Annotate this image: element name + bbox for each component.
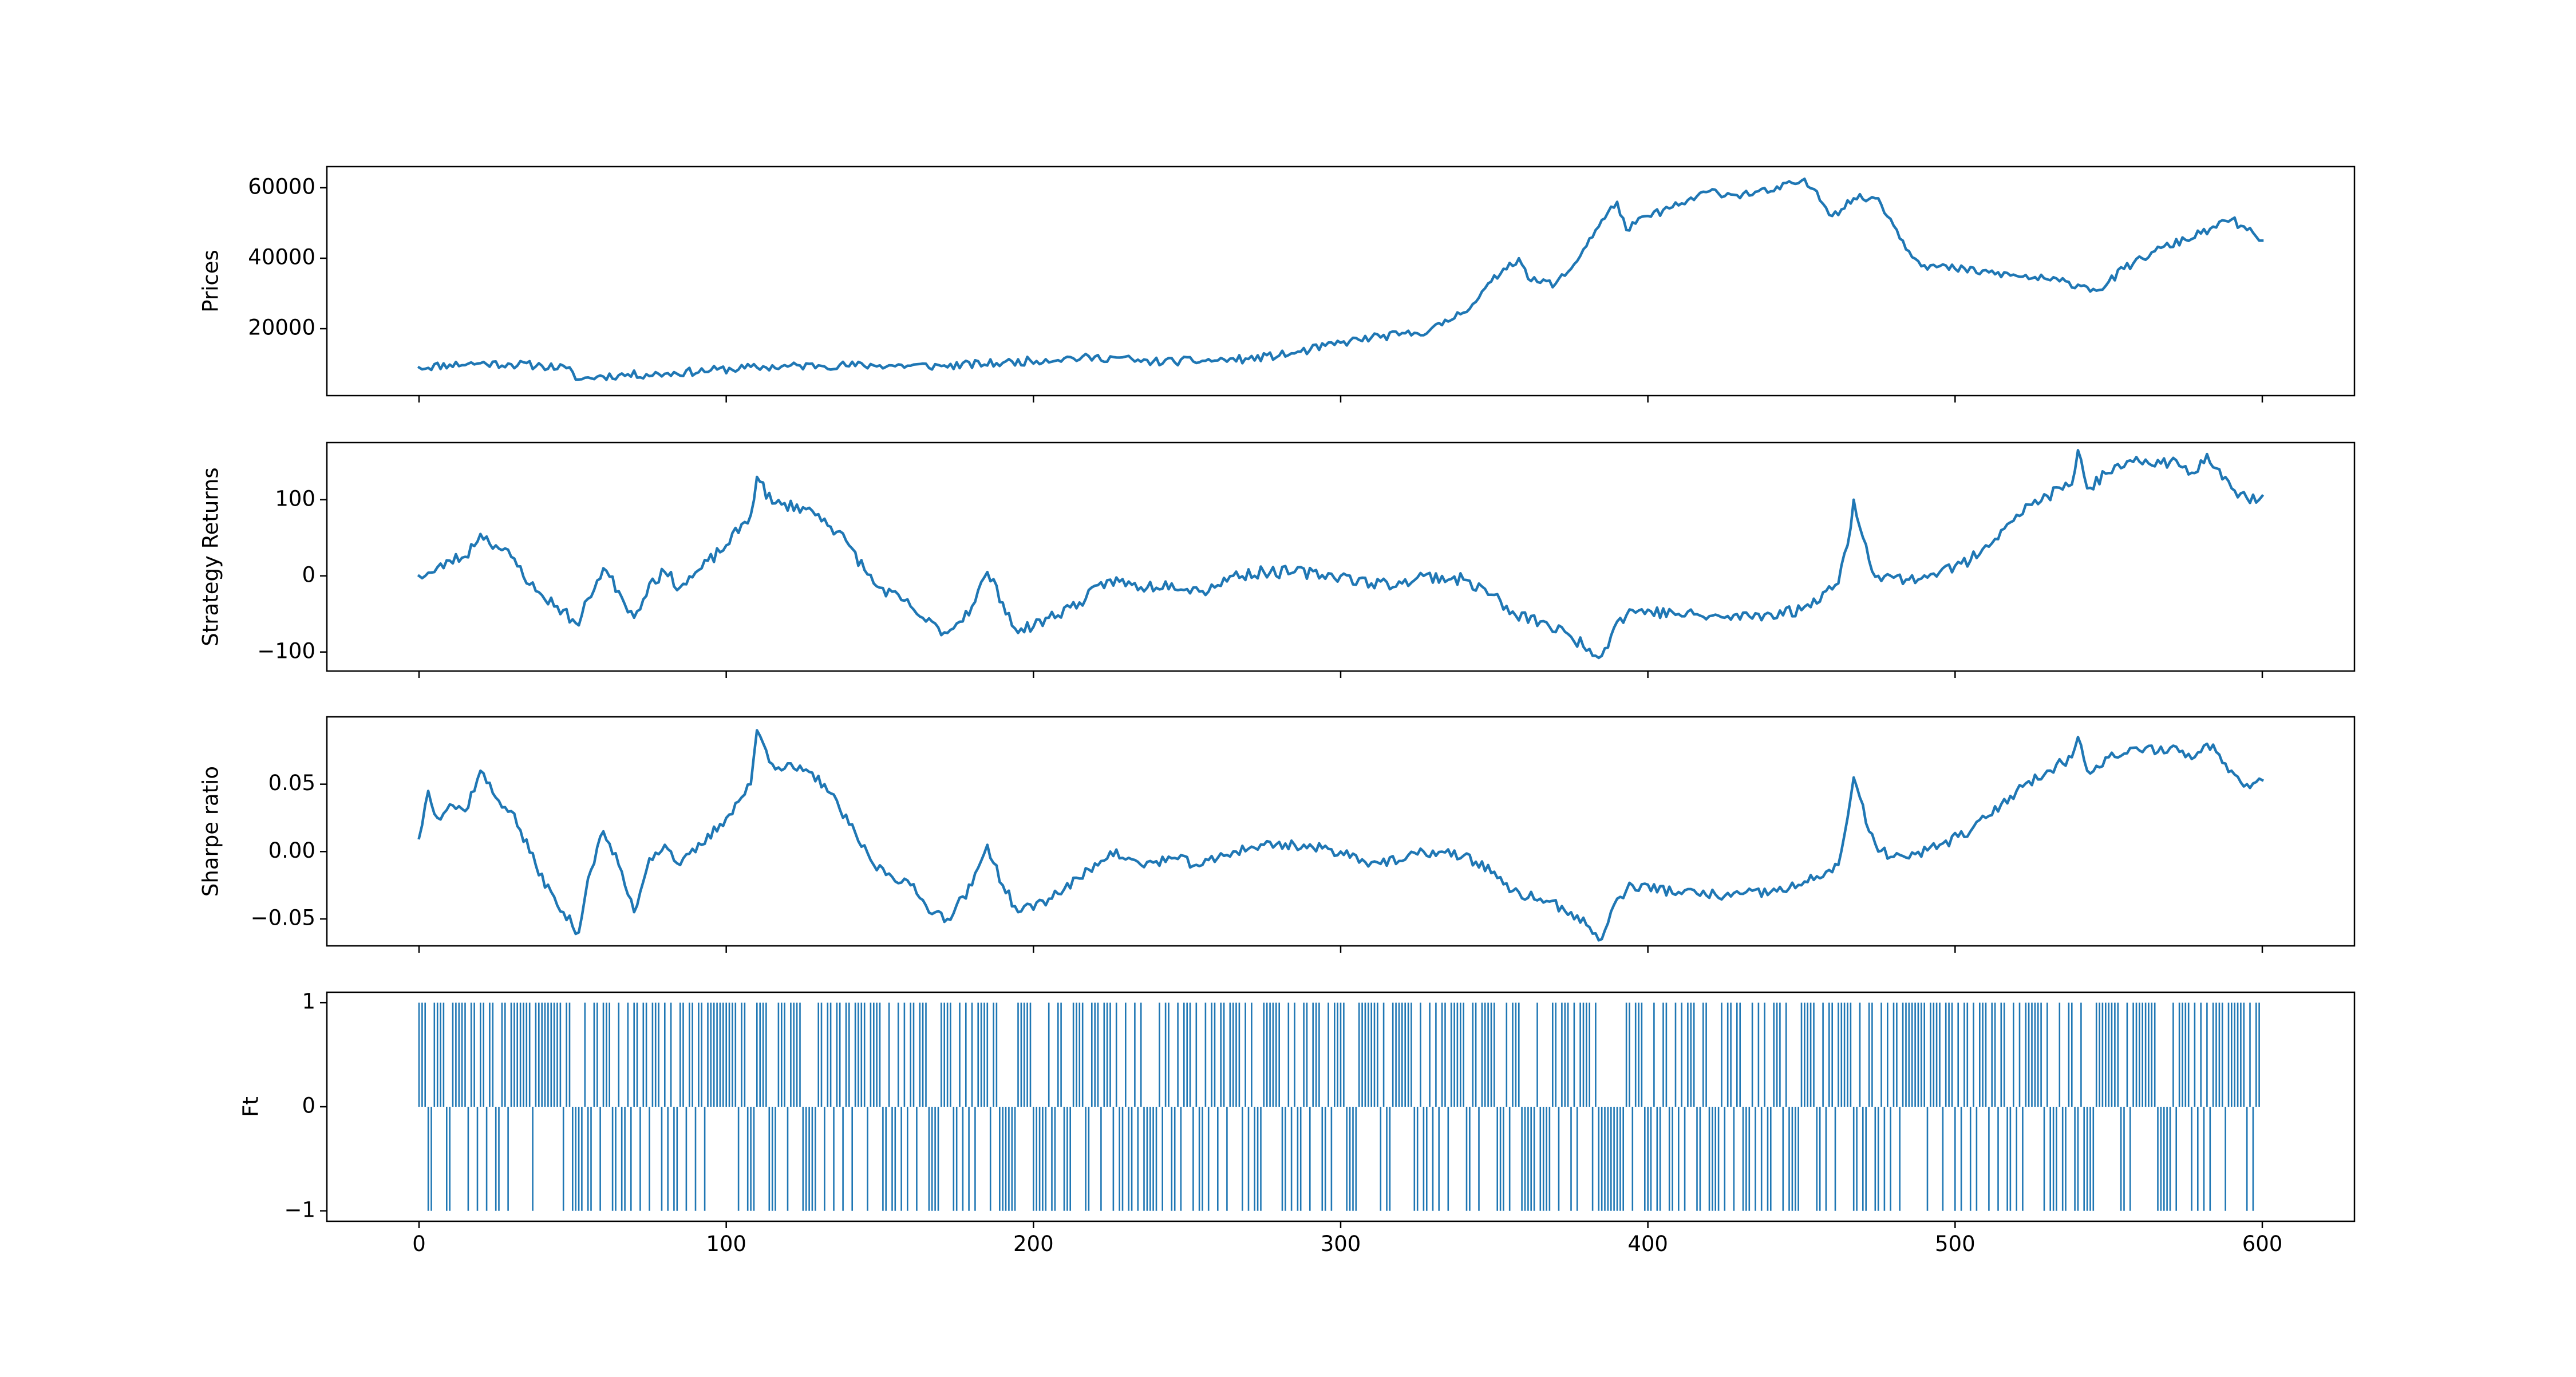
axes-frame [326,441,2356,672]
y-tick-label: 1 [302,989,315,1014]
y-tick-label: −100 [257,638,315,663]
series-line [417,729,2265,942]
y-tick-label: 0 [302,562,315,587]
y-tick-label: 40000 [248,245,315,270]
x-tick-label: 300 [1321,1232,1361,1256]
y-tick-label: −0.05 [251,905,315,930]
x-tick-label: 600 [2242,1232,2283,1256]
axes-frame [326,716,2356,947]
y-tick-label: −1 [284,1197,315,1222]
x-tick-label: 0 [412,1232,426,1256]
y-axis-label: Strategy Returns [199,467,223,646]
y-tick-label: 20000 [248,315,315,340]
series-line [417,449,2265,660]
y-axis-label: Prices [199,250,223,313]
series-line [417,177,2264,381]
y-tick-label: 0.00 [268,838,315,863]
y-axis-label: Sharpe ratio [199,766,223,897]
y-axis-label: Ft [239,1096,263,1117]
x-tick-label: 400 [1627,1232,1668,1256]
y-tick-label: 60000 [248,174,315,199]
x-tick-label: 500 [1935,1232,1976,1256]
y-tick-label: 0 [302,1094,315,1118]
y-tick-label: 0.05 [268,771,315,795]
x-tick-label: 200 [1013,1232,1054,1256]
x-tick-label: 100 [706,1232,746,1256]
y-tick-label: 100 [275,486,315,511]
